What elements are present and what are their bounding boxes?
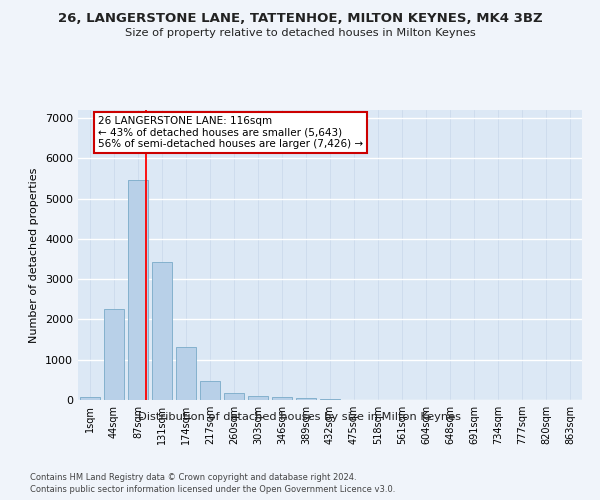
Text: Size of property relative to detached houses in Milton Keynes: Size of property relative to detached ho… [125, 28, 475, 38]
Text: 26 LANGERSTONE LANE: 116sqm
← 43% of detached houses are smaller (5,643)
56% of : 26 LANGERSTONE LANE: 116sqm ← 43% of det… [98, 116, 363, 149]
Bar [104, 308, 124, 400]
Text: 26, LANGERSTONE LANE, TATTENHOE, MILTON KEYNES, MK4 3BZ: 26, LANGERSTONE LANE, TATTENHOE, MILTON … [58, 12, 542, 26]
Text: Distribution of detached houses by size in Milton Keynes: Distribution of detached houses by size … [139, 412, 461, 422]
Text: Contains public sector information licensed under the Open Government Licence v3: Contains public sector information licen… [30, 485, 395, 494]
Bar [224, 394, 244, 400]
Y-axis label: Number of detached properties: Number of detached properties [29, 168, 40, 342]
Bar [80, 397, 100, 400]
Bar [176, 347, 196, 400]
Bar [248, 396, 268, 400]
Bar [272, 397, 292, 400]
Bar [128, 180, 148, 400]
Bar [320, 399, 340, 400]
Bar [200, 382, 220, 400]
Text: Contains HM Land Registry data © Crown copyright and database right 2024.: Contains HM Land Registry data © Crown c… [30, 472, 356, 482]
Bar [152, 262, 172, 400]
Bar [296, 398, 316, 400]
